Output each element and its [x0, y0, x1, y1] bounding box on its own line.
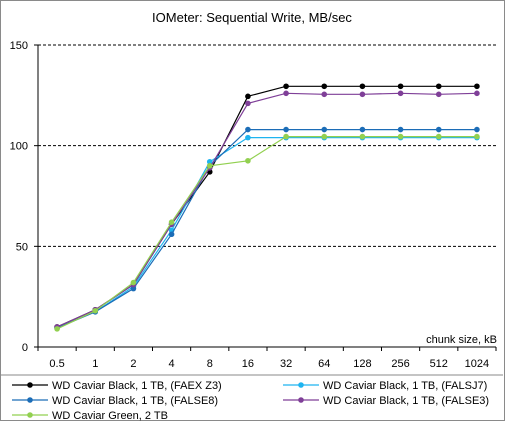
x-tick-label-128: 128	[353, 358, 371, 370]
legend-marker-2	[27, 397, 33, 403]
series-4-point-1	[92, 307, 99, 314]
series-0-point-256	[397, 83, 404, 90]
series-2-point-1024	[474, 126, 480, 133]
series-4-point-1024	[474, 133, 480, 140]
series-line-3	[56, 92, 477, 328]
series-line-0	[56, 85, 477, 328]
legend: WD Caviar Black, 1 TB, (FAEX Z3) WD Cavia…	[1, 374, 503, 421]
series-3-point-512	[435, 91, 442, 98]
series-2-point-2	[130, 285, 137, 292]
legend-marker-1	[298, 382, 304, 388]
series-4-point-2	[130, 279, 137, 286]
chart-title: IOMeter: Sequential Write, MB/sec	[152, 10, 352, 25]
x-axis-label: chunk size, kB	[426, 334, 497, 346]
series-4-point-256	[397, 133, 404, 140]
x-tick-label-2: 2	[130, 358, 136, 370]
x-tick-label-4: 4	[169, 358, 175, 370]
x-tick-label-0.5: 0.5	[49, 358, 64, 370]
series-4-point-4	[168, 219, 175, 225]
series-2-point-4	[168, 231, 175, 238]
legend-marker-4	[27, 412, 33, 418]
series-line-4	[56, 136, 477, 330]
x-tick-label-1024: 1024	[465, 358, 489, 370]
series-0-point-32	[283, 83, 289, 90]
series-1-point-8	[206, 158, 213, 165]
y-tick-label-100: 100	[10, 141, 28, 153]
series-2-point-16	[245, 126, 251, 133]
series-2-point-256	[397, 126, 404, 133]
series-0-point-128	[359, 83, 366, 90]
series-3-point-64	[321, 91, 328, 98]
series-line-1	[56, 137, 477, 329]
y-tick-label-50: 50	[16, 241, 28, 253]
series-4-point-64	[321, 133, 328, 140]
legend-label-1: WD Caviar Black, 1 TB, (FALSJ7)	[323, 380, 487, 392]
series-3-point-16	[245, 100, 251, 107]
series-4-point-128	[359, 133, 366, 140]
x-tick-label-64: 64	[318, 358, 330, 370]
x-tick-label-512: 512	[430, 358, 448, 370]
series-2-point-512	[435, 126, 442, 133]
x-tick-label-256: 256	[391, 358, 409, 370]
series-4-point-0.5	[54, 326, 60, 332]
legend-label-2: WD Caviar Black, 1 TB, (FALSE8)	[52, 395, 218, 407]
series-2-point-64	[321, 126, 328, 133]
x-tick-label-32: 32	[280, 358, 292, 370]
x-tick-label-16: 16	[242, 358, 254, 370]
series-4-point-512	[435, 133, 442, 140]
series-0-point-512	[435, 83, 442, 90]
series-line-2	[56, 129, 477, 329]
series-3-point-32	[283, 90, 289, 97]
series-4-point-8	[206, 163, 213, 169]
series-0-point-1024	[474, 83, 480, 90]
y-tick-label-150: 150	[10, 40, 28, 52]
series-3-point-128	[359, 91, 366, 98]
series-2-point-128	[359, 126, 366, 133]
series-4-point-32	[283, 133, 289, 140]
series-3-point-256	[397, 90, 404, 97]
legend-marker-3	[298, 397, 304, 403]
y-tick-label-0: 0	[22, 342, 28, 354]
series-3-point-1024	[474, 90, 480, 97]
plot-area: 0 50 100 150 0.5 1 2 4 8 16 32 64 128 256 512 1024	[10, 40, 497, 370]
series-4-point-16	[245, 157, 251, 164]
legend-label-0: WD Caviar Black, 1 TB, (FAEX Z3)	[52, 380, 222, 392]
legend-label-3: WD Caviar Black, 1 TB, (FALSE3)	[323, 395, 489, 407]
series-0-point-64	[321, 83, 328, 90]
x-tick-label-1: 1	[92, 358, 98, 370]
series-0-point-16	[245, 93, 251, 100]
x-tick-label-8: 8	[207, 358, 213, 370]
series-2-point-32	[283, 126, 289, 133]
series-1-point-16	[245, 134, 251, 141]
legend-marker-0	[27, 382, 33, 388]
legend-label-4: WD Caviar Green, 2 TB	[52, 410, 168, 421]
